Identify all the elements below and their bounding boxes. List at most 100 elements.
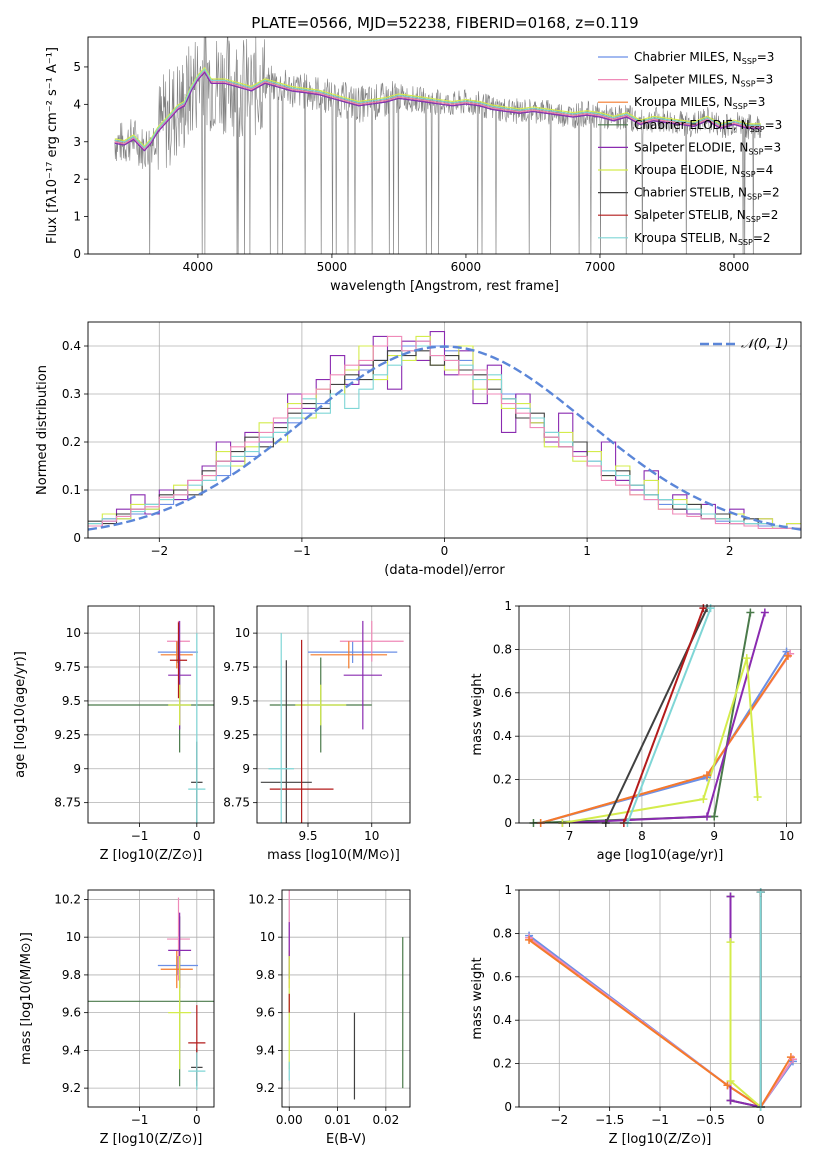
y-tick-label: 0 (73, 247, 81, 261)
x-tick-label: −1 (651, 1113, 669, 1127)
y-tick-label: 5 (73, 60, 81, 74)
y-tick-label: 9.75 (223, 660, 250, 674)
x-tick-label: 8 (638, 829, 646, 843)
x-axis-label: mass [log10(M/M⊙)] (267, 848, 400, 863)
axes-age-vs-Z: −1 0 8.75 9 9.25 9.5 9.75 10 Z [log10(Z/Z⊙)] age … (13, 605, 215, 863)
y-tick-label: 0.1 (62, 483, 81, 497)
y-axis-label: Normed distribution (35, 365, 50, 495)
y-tick-label: 0.3 (62, 387, 81, 401)
legend-entry: 𝒩(0, 1) (741, 337, 788, 352)
x-axis-label: Z [log10(Z/Z⊙)] (100, 848, 203, 863)
x-axis-label: Z [log10(Z/Z⊙)] (609, 1132, 712, 1147)
axes-age-vs-mass: 9.5 10 8.75 9 9.25 9.5 9.75 10 mass [log10(M/M⊙)… (223, 605, 411, 863)
legend-entry: Salpeter MILES, NSSP=3 (634, 73, 773, 89)
y-tick-label: 0.2 (493, 1057, 512, 1071)
y-tick-label: 0.4 (493, 729, 512, 743)
model-line-salpeter-miles (114, 69, 761, 151)
axes-frame (87, 321, 802, 539)
x-tick-label: 10 (779, 829, 794, 843)
x-axis-label: E(B-V) (326, 1132, 366, 1147)
x-tick-label: 1 (583, 544, 591, 558)
weight-chabrier-elodie-marker (746, 608, 755, 617)
y-tick-label: 9.6 (256, 1006, 275, 1020)
y-tick-label: 4 (73, 97, 81, 111)
legend-entry: Chabrier STELIB, NSSP=2 (634, 186, 780, 202)
weight-kroupa-miles-marker (783, 651, 792, 660)
x-tick-label: 8000 (719, 260, 750, 274)
hist-salpeter-miles (88, 335, 801, 529)
y-tick-label: 0.6 (493, 970, 512, 984)
legend-entry: Salpeter STELIB, NSSP=2 (634, 208, 778, 224)
y-tick-label: 10 (66, 626, 81, 640)
weight-salpeter-elodie-marker (703, 812, 711, 821)
axes-mass-vs-EBV: 0.00 0.01 0.02 9.2 9.4 9.6 9.8 10 10.2 E(B-V) (248, 889, 411, 1147)
axes-frame (518, 605, 802, 824)
y-tick-label: 1 (504, 599, 512, 613)
weight-kroupa-miles-marker (723, 1081, 732, 1090)
x-tick-label: 4000 (183, 260, 214, 274)
chart-title: PLATE=0566, MJD=52238, FIBERID=0168, z=0… (251, 14, 638, 32)
y-tick-label: 9.8 (62, 968, 81, 982)
weight-kroupa-elodie-marker (699, 795, 708, 804)
y-tick-label: 8.75 (223, 796, 250, 810)
plot-area (88, 620, 214, 823)
x-tick-label: −1 (293, 544, 311, 558)
weight-kroupa-elodie-marker (742, 654, 751, 663)
x-tick-label: −1 (131, 829, 149, 843)
y-tick-label: 9 (73, 762, 81, 776)
x-tick-label: 7 (566, 829, 574, 843)
weight-kroupa-elodie-marker (753, 792, 762, 801)
y-tick-label: 9 (242, 762, 250, 776)
x-tick-label: −1.5 (595, 1113, 624, 1127)
weight-kroupa-stelib-marker (706, 604, 715, 613)
y-tick-label: 3 (73, 135, 81, 149)
axes-mass-vs-Z: −1 0 9.2 9.4 9.6 9.8 10 10.2 Z [log10(Z/Z⊙)] mass… (19, 889, 215, 1147)
weight-kroupa-elodie-marker (726, 1076, 735, 1085)
y-tick-label: 0 (504, 816, 512, 830)
axes-frame (256, 605, 411, 824)
y-tick-label: 0.4 (62, 339, 81, 353)
y-axis-label: mass [log10(M/M⊙)] (19, 932, 34, 1065)
model-line-kroupa-stelib (114, 68, 761, 149)
y-tick-label: 0.2 (62, 435, 81, 449)
legend-entry: Kroupa ELODIE, NSSP=4 (634, 163, 773, 179)
gaussian-curve (88, 345, 801, 531)
legend-entry: Kroupa MILES, NSSP=3 (634, 95, 765, 111)
y-axis-label: mass weight (470, 673, 485, 755)
y-tick-label: 10 (66, 930, 81, 944)
weight-kroupa-elodie-marker (726, 938, 735, 947)
x-tick-label: 0.02 (372, 1113, 399, 1127)
plot-area (114, 37, 762, 254)
model-line-kroupa-elodie (114, 66, 761, 148)
weight-kroupa-stelib-line (626, 607, 712, 823)
x-tick-label: 0.00 (276, 1113, 303, 1127)
model-line-salpeter-elodie (114, 71, 761, 152)
y-tick-label: 0 (73, 531, 81, 545)
x-axis-label: age [log10(age/yr)] (597, 848, 724, 863)
y-tick-label: 9.5 (231, 694, 250, 708)
axes-residuals: −2 −1 0 1 2 0 0.1 0.2 0.3 0.4 (data-model)/error No… (35, 321, 802, 578)
x-tick-label: −2 (550, 1113, 568, 1127)
x-tick-label: 10 (364, 829, 379, 843)
weight-kroupa-miles-marker (786, 1053, 795, 1062)
x-tick-label: −1 (131, 1113, 149, 1127)
y-tick-label: 0.2 (493, 773, 512, 787)
axes-spectrum: 4000 5000 6000 7000 8000 0 1 2 3 4 5 wavelength [An… (45, 36, 802, 294)
x-tick-label: 5000 (317, 260, 348, 274)
axes-weight-vs-age: 7 8 9 10 0 0.2 0.4 0.6 0.8 1 age [log10(age/yr)] ma… (470, 599, 802, 863)
weight-salpeter-elodie-marker (760, 608, 769, 617)
axes-frame (87, 889, 215, 1108)
x-axis-label: Z [log10(Z/Z⊙)] (100, 1132, 203, 1147)
axes-frame (281, 889, 411, 1108)
x-tick-label: 9 (710, 829, 718, 843)
y-tick-label: 9.75 (54, 660, 81, 674)
x-tick-label: 0 (441, 544, 449, 558)
weight-salpeter-stelib-marker (699, 604, 708, 613)
legend-entry: Chabrier ELODIE, NSSP=3 (634, 118, 782, 134)
hist-salpeter-elodie (88, 331, 801, 529)
y-tick-label: 9.4 (256, 1043, 275, 1057)
y-tick-label: 8.75 (54, 796, 81, 810)
y-tick-label: 9.8 (256, 968, 275, 982)
y-tick-label: 9.4 (62, 1043, 81, 1057)
